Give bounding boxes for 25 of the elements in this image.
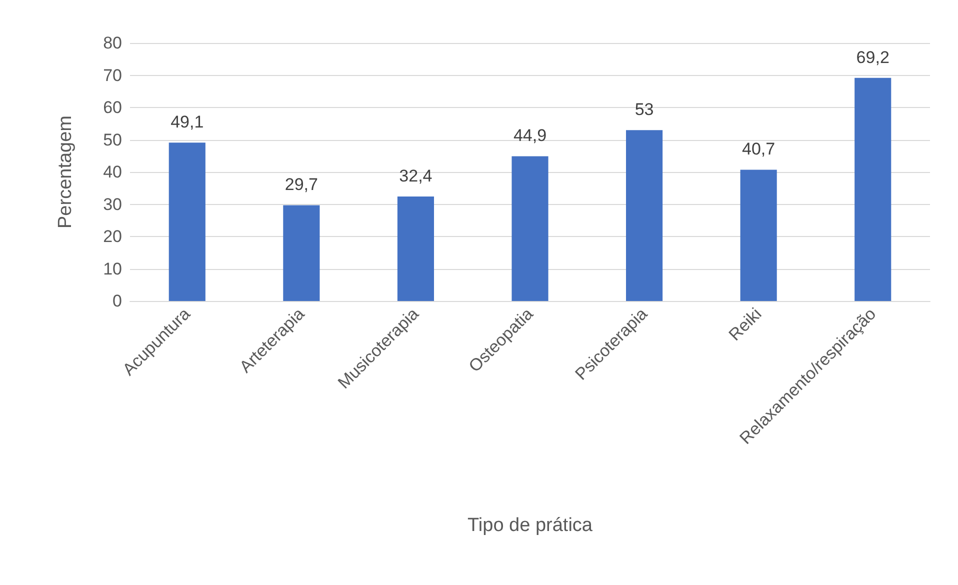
y-tick-label: 70 — [103, 66, 122, 85]
data-label: 29,7 — [284, 175, 318, 194]
bar — [626, 130, 663, 301]
y-tick-label: 80 — [103, 34, 122, 52]
bar — [168, 142, 206, 301]
y-tick-label: 50 — [103, 130, 122, 150]
bar — [283, 205, 320, 301]
data-label: 49,1 — [170, 112, 204, 132]
data-label: 53 — [634, 100, 654, 120]
bar — [512, 156, 548, 301]
y-tick-label: 30 — [103, 194, 122, 214]
y-tick-label: 40 — [103, 162, 122, 182]
bar — [854, 78, 892, 301]
y-tick-label: 0 — [112, 292, 122, 310]
y-tick-label: 10 — [103, 259, 122, 278]
y-axis-title: Percentagem — [55, 115, 76, 229]
x-axis-title: Tipo de prática — [468, 515, 593, 536]
bar — [397, 196, 434, 301]
bar — [740, 170, 777, 301]
data-label: 44,9 — [513, 126, 547, 146]
y-tick-label: 60 — [103, 98, 122, 117]
data-label: 32,4 — [399, 166, 432, 186]
data-label: 40,7 — [742, 140, 776, 159]
y-tick-label: 20 — [103, 227, 122, 246]
data-label: 69,2 — [856, 48, 890, 67]
